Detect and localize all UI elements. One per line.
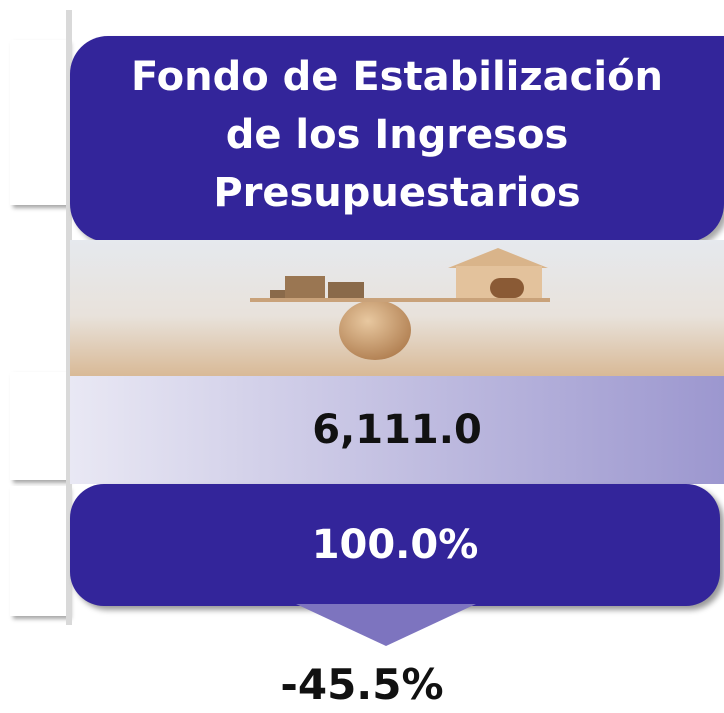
amount: 6,111.0 bbox=[312, 407, 482, 453]
share: 100.0% bbox=[312, 522, 479, 568]
title-box: Fondo de Estabilización de los Ingresos … bbox=[70, 36, 724, 242]
share-box: 100.0% bbox=[70, 484, 720, 606]
title-line: de los Ingresos bbox=[70, 106, 724, 164]
side-tab bbox=[10, 40, 68, 205]
side-tab bbox=[10, 372, 68, 480]
title-line: Fondo de Estabilización bbox=[70, 48, 724, 106]
arrow bbox=[296, 604, 476, 648]
side-tab bbox=[10, 486, 68, 616]
page: Fondo de Estabilización de los Ingresos … bbox=[0, 0, 724, 713]
amount-band: 6,111.0 bbox=[70, 376, 724, 484]
title-line: Presupuestarios bbox=[70, 164, 724, 222]
change: -45.5% bbox=[0, 660, 724, 709]
photo bbox=[70, 240, 724, 378]
